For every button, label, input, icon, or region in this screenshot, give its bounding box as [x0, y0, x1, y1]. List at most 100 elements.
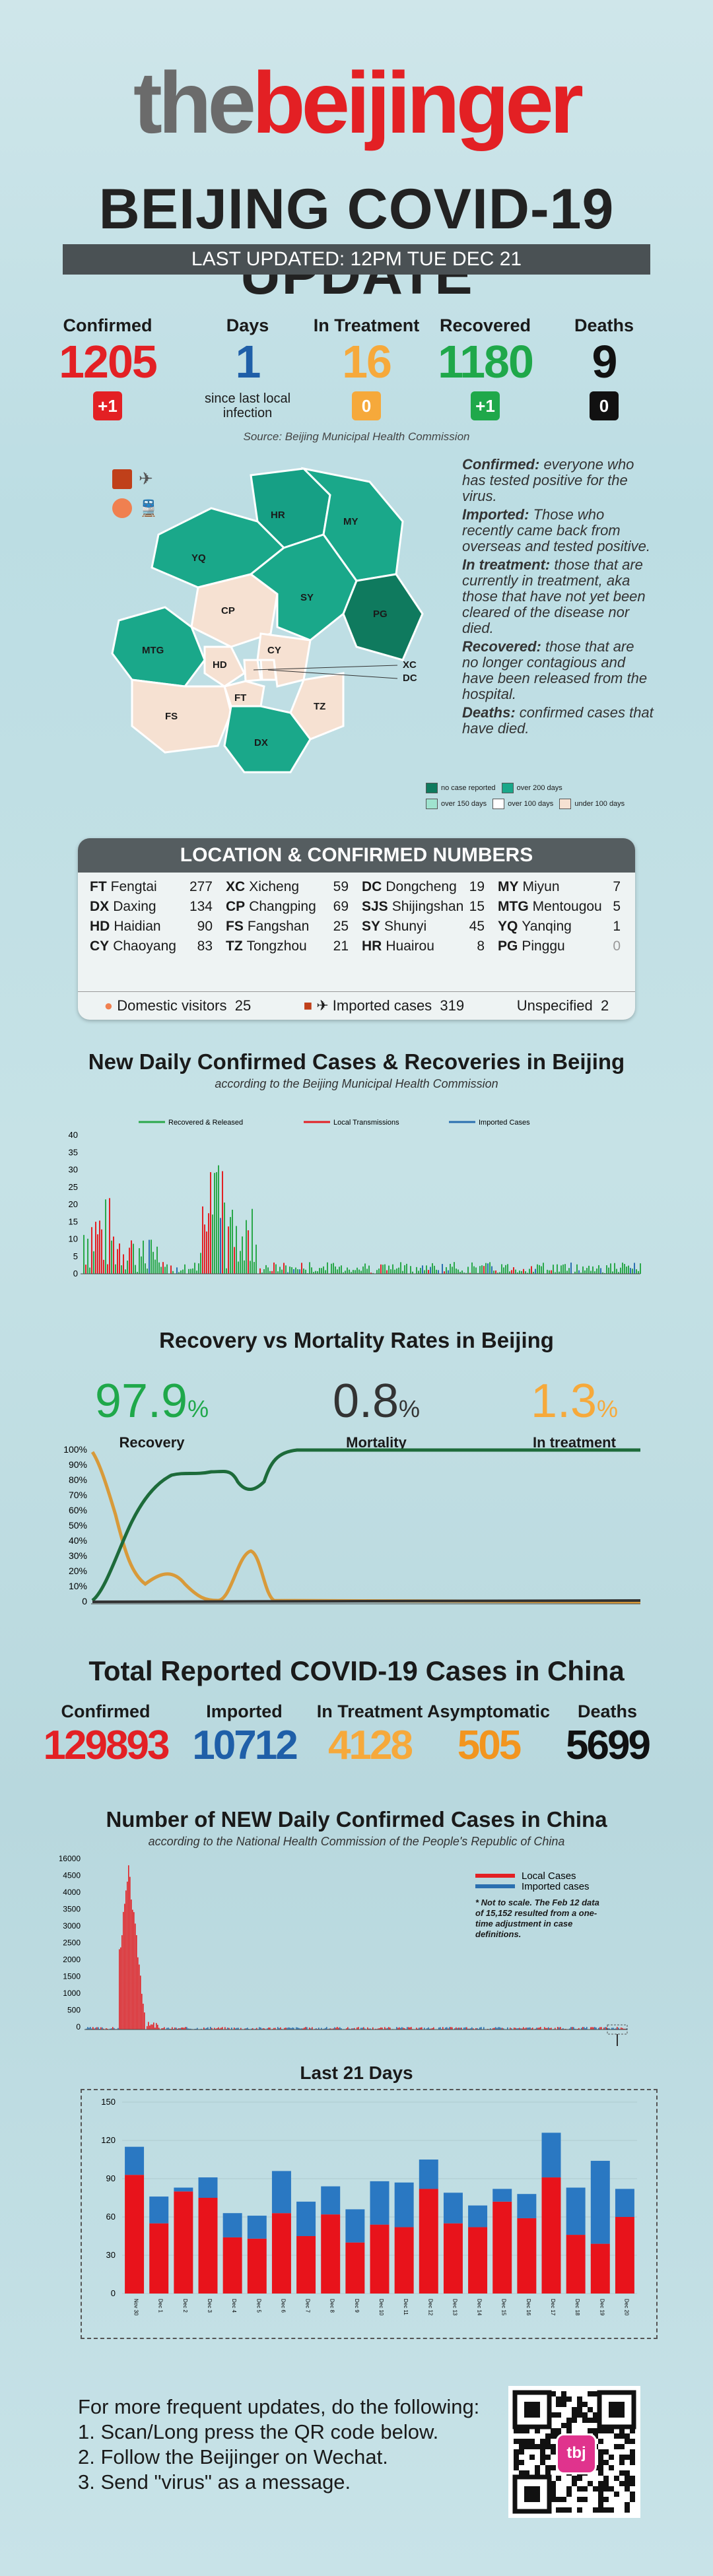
daily-bar — [351, 1272, 352, 1274]
daily-bar — [207, 2027, 209, 2030]
daily-bar — [133, 1912, 135, 2030]
daily-bar — [153, 1251, 154, 1274]
daily-bar — [493, 1271, 494, 1274]
daily-bar — [214, 2028, 215, 2030]
location-row: FS Fangshan 25 — [226, 919, 355, 935]
daily-bar — [598, 2028, 599, 2030]
qr-module — [598, 2455, 603, 2460]
daily-bar — [592, 1266, 594, 1274]
location-row: FT Fengtai 277 — [90, 879, 219, 895]
y-tick-label: 35 — [69, 1147, 78, 1157]
daily-bar — [444, 1271, 445, 1274]
daily-bar — [347, 2027, 349, 2030]
qr-module — [561, 2423, 566, 2428]
daily-bar — [438, 1270, 439, 1274]
location-row: TZ Tongzhou 21 — [226, 939, 355, 954]
daily-bar — [119, 1949, 120, 2030]
stat-recovered: Recovered 1180 +1 — [429, 315, 541, 420]
daily-bar — [378, 2028, 379, 2030]
qr-module — [540, 2460, 545, 2465]
daily-bar — [576, 1264, 578, 1274]
daily-bar — [100, 2027, 102, 2030]
beijing-daily-bars — [83, 1165, 641, 1274]
local-cases-bar — [443, 2223, 463, 2294]
daily-bar — [586, 2027, 588, 2030]
daily-bar — [319, 1268, 320, 1274]
daily-bar — [573, 2027, 574, 2030]
daily-bar — [181, 2028, 182, 2030]
daily-bar — [200, 1253, 201, 1274]
qr-module — [566, 2423, 572, 2428]
airplane-icon: ✈ — [316, 997, 329, 1014]
qr-module — [609, 2465, 614, 2470]
daily-bar — [499, 2027, 500, 2030]
y-tick-label: 30 — [106, 2250, 116, 2260]
airplane-icon: ✈ — [139, 469, 153, 488]
imported-square-icon — [112, 469, 132, 489]
daily-bar — [636, 1269, 637, 1274]
location-name: Tongzhou — [246, 939, 307, 954]
daily-bar — [572, 2027, 573, 2030]
x-tick-label: Dec 17 — [550, 2299, 556, 2316]
daily-bar — [466, 2027, 467, 2030]
daily-bar — [182, 1269, 184, 1274]
daily-bar — [141, 1993, 143, 2030]
qr-module — [551, 2481, 556, 2486]
daily-bar — [298, 2028, 300, 2030]
daily-bar — [210, 1172, 211, 1274]
qr-module — [551, 2391, 556, 2396]
qr-module — [556, 2507, 561, 2513]
daily-bar — [89, 1267, 90, 1274]
stat-value: 9 — [592, 336, 618, 387]
wechat-qr-code[interactable]: tbj — [508, 2386, 640, 2518]
qr-module — [625, 2502, 630, 2507]
china-stat-label: In Treatment — [316, 1701, 423, 1721]
daily-bar — [260, 2027, 261, 2030]
daily-bar — [582, 2027, 584, 2030]
daily-bar — [161, 2028, 162, 2030]
daily-bar — [557, 1264, 558, 1274]
imported-cases-bar — [174, 2187, 193, 2192]
daily-bar — [615, 2028, 617, 2030]
daily-bar — [623, 2028, 625, 2030]
daily-bar — [190, 2028, 191, 2030]
daily-bar — [492, 2028, 494, 2030]
daily-bar — [622, 1263, 623, 1274]
china-daily-chart: 16000 4500 4000 3500 3000 2500 2000 1500 1000 500… — [59, 1854, 628, 2046]
treatment-rate: 1.3% In treatment — [475, 1376, 673, 1451]
location-row: SJS Shijingshan 15 — [362, 899, 491, 915]
y-axis-ticks: 40 35 30 25 20 15 10 5 0 — [69, 1130, 78, 1278]
daily-bar — [86, 2028, 87, 2030]
daily-bar — [640, 1263, 641, 1274]
daily-bar — [349, 1269, 350, 1274]
daily-bar — [151, 2024, 152, 2030]
daily-bar — [614, 2028, 615, 2030]
daily-bar — [362, 2028, 363, 2030]
daily-bar — [483, 2027, 485, 2030]
tbj-badge: tbj — [556, 2433, 597, 2474]
daily-bar — [254, 1262, 255, 1274]
daily-bar — [259, 2027, 260, 2030]
imported-cases-bar — [468, 2205, 488, 2228]
qr-module — [551, 2449, 556, 2455]
daily-bar — [151, 1239, 152, 1274]
qr-module — [551, 2492, 556, 2497]
daily-bar — [454, 1262, 455, 1274]
daily-bar — [598, 1265, 599, 1274]
daily-bar — [323, 1266, 324, 1274]
qr-finder-core — [524, 2486, 540, 2502]
daily-bar — [519, 1271, 520, 1274]
x-tick-label: Dec 13 — [452, 2299, 458, 2316]
y-tick-label: 60% — [69, 1505, 87, 1515]
location-row: PG Pinggu 0 — [498, 939, 627, 954]
daily-bar — [329, 2028, 330, 2030]
qr-module — [514, 2449, 519, 2455]
y-tick-label: 16000 — [59, 1854, 81, 1863]
daily-bar — [465, 2027, 466, 2030]
legend-swatch — [559, 799, 572, 809]
daily-bar — [224, 1203, 225, 1274]
y-tick-label: 10 — [69, 1234, 78, 1244]
qr-module — [614, 2444, 619, 2449]
daily-bar — [109, 1198, 110, 1274]
stat-in-treatment: In Treatment 16 0 — [310, 315, 423, 420]
